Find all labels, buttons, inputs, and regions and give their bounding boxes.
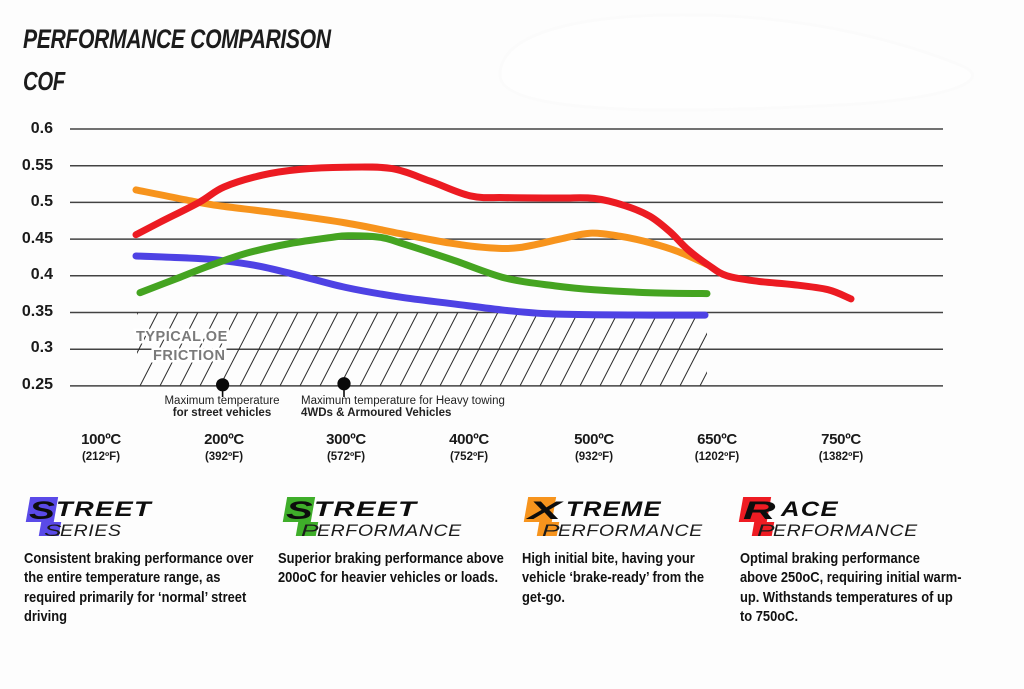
svg-text:TYPICAL OE: TYPICAL OE	[136, 329, 228, 345]
svg-text:FRICTION: FRICTION	[153, 348, 225, 364]
